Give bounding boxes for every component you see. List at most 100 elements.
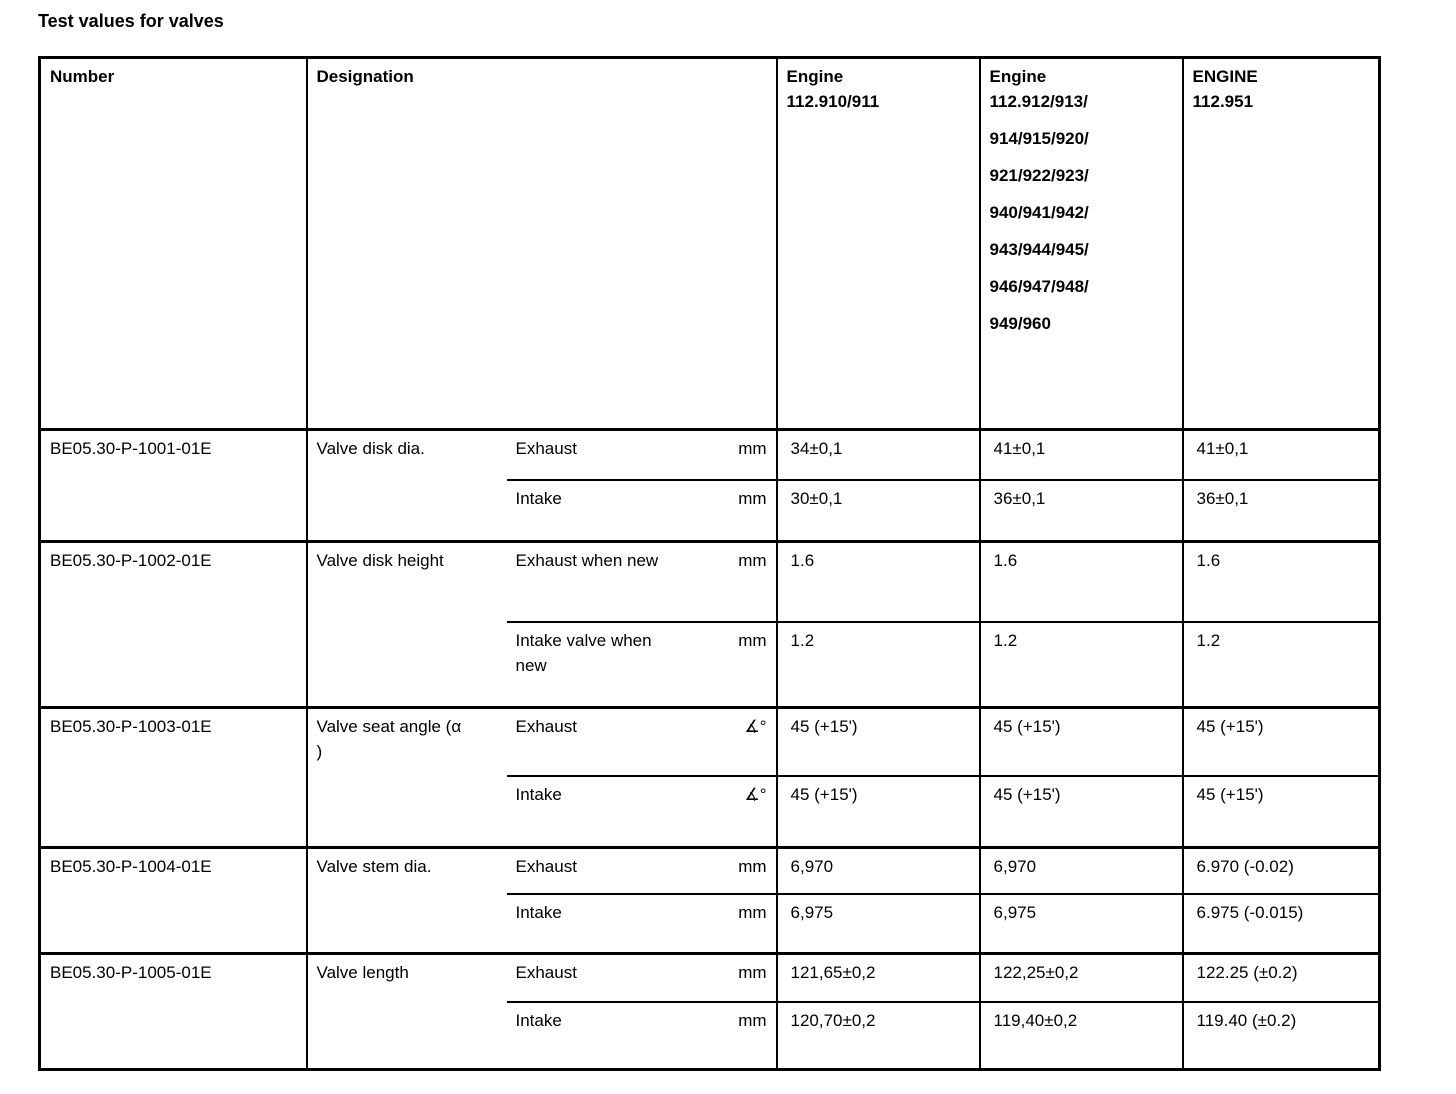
cell-subrow: Exhaust mm xyxy=(506,846,778,895)
subrow-label: Exhaust xyxy=(515,857,577,876)
cell-designation: Valve disk dia. xyxy=(305,428,507,543)
cell-value-engine-2: 36±0,1 xyxy=(978,478,1184,543)
subrow-content: Exhaust mm xyxy=(516,436,767,461)
cell-number: BE05.30-P-1003-01E xyxy=(38,706,308,849)
spec-row: Intake mm 30±0,1 36±0,1 36±0,1 xyxy=(40,478,1381,543)
cell-subrow: Exhaust ∡° xyxy=(506,706,778,777)
cell-value-engine-2: 1.6 xyxy=(978,540,1184,623)
header-line: 112.912/913/ xyxy=(989,92,1088,111)
subrow-content: Intake mm xyxy=(516,486,767,511)
cell-value-engine-3: 122.25 (±0.2) xyxy=(1181,952,1381,1003)
header-line: Engine xyxy=(989,67,1047,86)
spec-row: Intake mm 6,975 6,975 6.975 (-0.015) xyxy=(40,892,1381,955)
spec-row: BE05.30-P-1004-01E Valve stem dia. Exhaust… xyxy=(38,846,1381,955)
col-header-engine-1: Engine 112.910/911 xyxy=(775,56,981,431)
cell-value-engine-1: 120,70±0,2 xyxy=(775,1000,981,1071)
header-line: Engine xyxy=(786,67,844,86)
cell-value-engine-2: 45 (+15') xyxy=(978,706,1184,777)
spec-row: Intake valve when new mm 1.2 1.2 1.2 xyxy=(40,620,1381,709)
cell-value-engine-1: 6,975 xyxy=(775,892,981,955)
cell-value-engine-2: 41±0,1 xyxy=(978,428,1184,481)
cell-value-engine-2: 122,25±0,2 xyxy=(978,952,1184,1003)
page-title: Test values for valves xyxy=(38,11,224,31)
unit-label: mm xyxy=(738,1010,767,1030)
cell-subrow: Exhaust when new mm xyxy=(506,540,778,623)
cell-value-engine-1: 45 (+15') xyxy=(775,706,981,777)
subrow-content: Exhaust mm xyxy=(516,960,767,985)
cell-value-engine-1: 121,65±0,2 xyxy=(775,952,981,1003)
cell-subrow: Intake mm xyxy=(506,892,778,955)
subrow-content: Intake mm xyxy=(516,1008,767,1033)
cell-value-engine-2: 6,975 xyxy=(978,892,1184,955)
subrow-label: Exhaust xyxy=(515,439,577,458)
cell-value-engine-1: 45 (+15') xyxy=(775,774,981,849)
subrow-label: Intake xyxy=(515,902,562,922)
cell-designation: Valve disk height xyxy=(305,540,507,709)
cell-number: BE05.30-P-1005-01E xyxy=(38,952,308,1071)
cell-value-engine-1: 6,970 xyxy=(775,846,981,895)
cell-designation: Valve seat angle (α ) xyxy=(305,706,507,849)
subrow-label: Intake valve when new xyxy=(515,630,652,675)
subrow-content: Exhaust when new mm xyxy=(516,548,767,573)
subrow-label: Intake xyxy=(515,784,562,804)
cell-subrow: Intake mm xyxy=(506,478,778,543)
subrow-content: Intake valve when new mm xyxy=(516,628,767,678)
unit-label: mm xyxy=(738,439,767,458)
subrow-label: Exhaust xyxy=(515,963,577,982)
spec-row: Intake mm 120,70±0,2 119,40±0,2 119.40 (±0.2… xyxy=(40,1000,1381,1071)
col-header-engine-2: Engine 112.912/913/914/915/920/921/922/92… xyxy=(978,56,1184,431)
unit-label: mm xyxy=(738,551,767,570)
subrow-content: Exhaust mm xyxy=(516,854,767,879)
subrow-label: Exhaust when new xyxy=(515,551,659,570)
cell-subrow: Exhaust mm xyxy=(506,952,778,1003)
header-line: 921/922/923/ xyxy=(989,166,1089,185)
cell-value-engine-1: 1.6 xyxy=(775,540,981,623)
col-header-designation: Designation xyxy=(305,56,778,431)
header-line: 940/941/942/ xyxy=(989,203,1089,222)
valve-test-values-table: Number Designation Engine 112.910/911 Eng… xyxy=(38,56,1382,1071)
document-page: Test values for valves Number Designatio… xyxy=(38,11,1382,1071)
subrow-content: Exhaust ∡° xyxy=(516,714,767,739)
subrow-label: Intake xyxy=(515,1010,562,1030)
unit-label: mm xyxy=(738,857,767,876)
header-line: 949/960 xyxy=(989,314,1051,333)
unit-label: ∡° xyxy=(744,717,767,736)
cell-value-engine-3: 6.970 (-0.02) xyxy=(1181,846,1381,895)
unit-label: ∡° xyxy=(744,784,767,804)
cell-number: BE05.30-P-1002-01E xyxy=(38,540,308,709)
subrow-label: Intake xyxy=(515,488,562,508)
cell-value-engine-3: 1.6 xyxy=(1181,540,1381,623)
cell-value-engine-1: 30±0,1 xyxy=(775,478,981,543)
subrow-label: Exhaust xyxy=(515,717,577,736)
subrow-content: Intake ∡° xyxy=(516,782,767,807)
col-header-engine-3: ENGINE 112.951 xyxy=(1181,56,1381,431)
header-row: Number Designation Engine 112.910/911 Eng… xyxy=(38,56,1381,431)
header-line: 943/944/945/ xyxy=(989,240,1089,259)
cell-number: BE05.30-P-1004-01E xyxy=(38,846,308,955)
cell-value-engine-2: 6,970 xyxy=(978,846,1184,895)
unit-label: mm xyxy=(738,630,767,650)
cell-subrow: Exhaust mm xyxy=(506,428,778,481)
subrow-content: Intake mm xyxy=(516,900,767,925)
unit-label: mm xyxy=(738,488,767,508)
spec-row: Intake ∡° 45 (+15') 45 (+15') 45 (+15') xyxy=(40,774,1381,849)
cell-value-engine-2: 45 (+15') xyxy=(978,774,1184,849)
cell-designation: Valve stem dia. xyxy=(305,846,507,955)
cell-value-engine-3: 6.975 (-0.015) xyxy=(1181,892,1381,955)
header-line: 112.951 xyxy=(1192,92,1254,111)
cell-value-engine-3: 45 (+15') xyxy=(1181,706,1381,777)
cell-value-engine-3: 41±0,1 xyxy=(1181,428,1381,481)
spec-row: BE05.30-P-1005-01E Valve length Exhaust mm 1… xyxy=(38,952,1381,1071)
unit-label: mm xyxy=(738,902,767,922)
cell-value-engine-3: 45 (+15') xyxy=(1181,774,1381,849)
spec-row: BE05.30-P-1001-01E Valve disk dia. Exhaust… xyxy=(38,428,1381,543)
cell-subrow: Intake mm xyxy=(506,1000,778,1071)
cell-subrow: Intake ∡° xyxy=(506,774,778,849)
cell-value-engine-1: 1.2 xyxy=(775,620,981,709)
header-line: ENGINE xyxy=(1192,67,1258,86)
header-line: 112.910/911 xyxy=(786,92,880,111)
cell-value-engine-3: 36±0,1 xyxy=(1181,478,1381,543)
header-line: 914/915/920/ xyxy=(989,129,1089,148)
header-line: 946/947/948/ xyxy=(989,277,1089,296)
spec-row: BE05.30-P-1003-01E Valve seat angle (α ) E… xyxy=(38,706,1381,849)
